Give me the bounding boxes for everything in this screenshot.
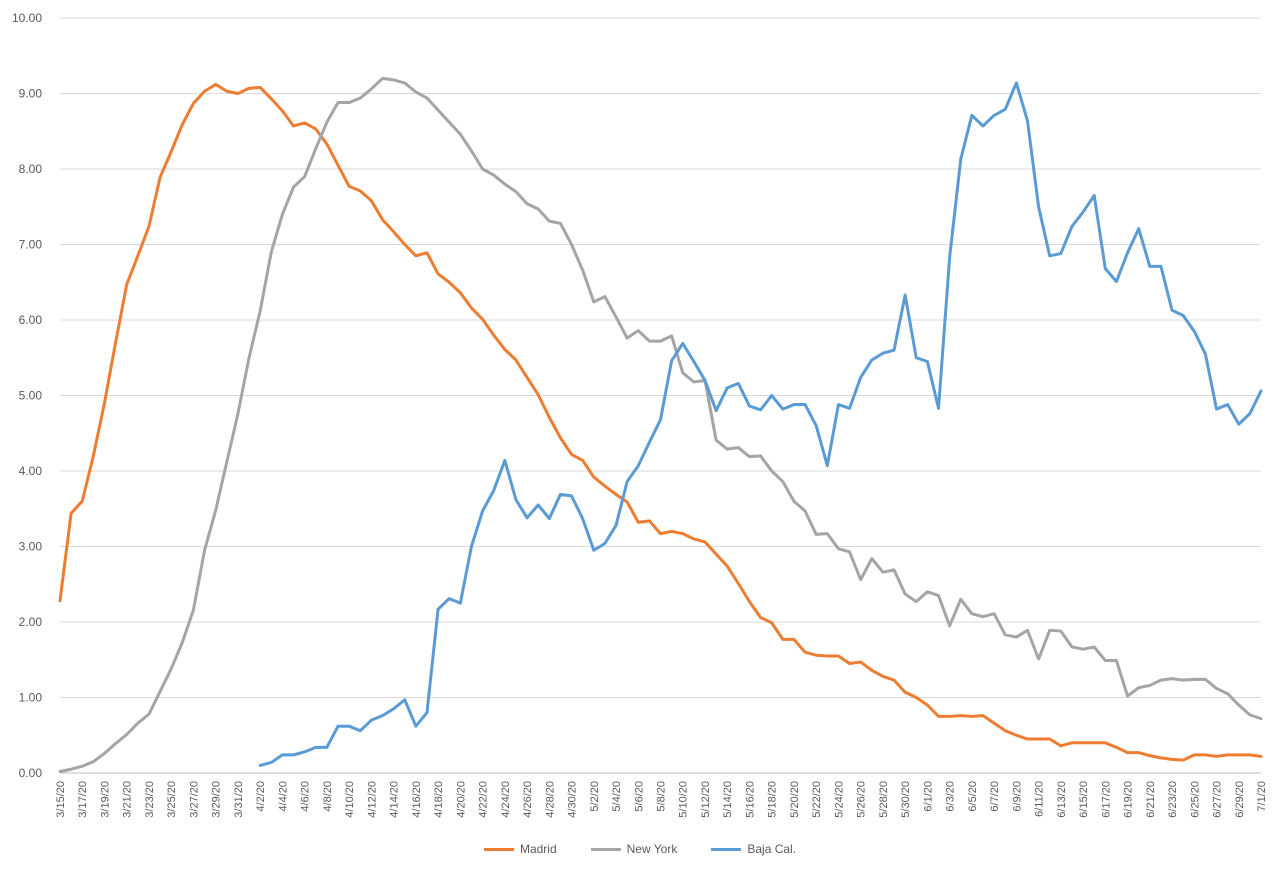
x-tick-label: 5/14/20: [722, 781, 734, 818]
x-tick-label: 3/19/20: [99, 781, 111, 818]
x-tick-label: 4/30/20: [567, 781, 579, 818]
x-tick-label: 6/7/20: [989, 781, 1001, 812]
x-tick-label: 5/22/20: [811, 781, 823, 818]
x-tick-label: 4/18/20: [433, 781, 445, 818]
legend-swatch: [483, 847, 514, 851]
x-tick-label: 6/5/20: [967, 781, 979, 812]
x-tick-label: 6/1/20: [922, 781, 934, 812]
x-tick-label: 4/28/20: [544, 781, 556, 818]
legend-swatch: [590, 847, 621, 851]
x-tick-label: 4/2/20: [255, 781, 267, 812]
x-tick-label: 4/16/20: [411, 781, 423, 818]
x-tick-label: 6/27/20: [1212, 781, 1224, 818]
legend-swatch: [711, 847, 742, 851]
x-tick-label: 3/15/20: [55, 781, 67, 818]
x-tick-label: 4/26/20: [522, 781, 534, 818]
x-axis-tick-labels: 3/15/20 3/17/20 3/19/20 3/21/20 3/23/20 3/25/…: [55, 781, 1268, 818]
gridlines: [60, 17, 1261, 774]
y-tick-label: 10.00: [12, 11, 42, 25]
y-tick-label: 8.00: [19, 162, 43, 176]
x-tick-label: 4/4/20: [277, 781, 289, 812]
y-tick-label: 9.00: [19, 87, 43, 101]
series-line-baja-cal: [258, 81, 1263, 767]
x-tick-label: 3/21/20: [122, 781, 134, 818]
x-tick-label: 4/22/20: [478, 781, 490, 818]
x-tick-label: 5/6/20: [633, 781, 645, 812]
x-tick-label: 5/16/20: [744, 781, 756, 818]
y-tick-label: 1.00: [19, 691, 43, 705]
x-tick-label: 5/28/20: [878, 781, 890, 818]
x-tick-label: 6/23/20: [1167, 781, 1179, 818]
y-tick-label: 3.00: [19, 540, 43, 554]
y-tick-label: 0.00: [19, 766, 43, 780]
x-tick-label: 3/23/20: [144, 781, 156, 818]
x-tick-label: 5/30/20: [900, 781, 912, 818]
legend-label: Madrid: [519, 842, 557, 856]
x-tick-label: 7/1/20: [1256, 781, 1268, 812]
x-tick-label: 5/8/20: [656, 781, 668, 812]
x-tick-label: 4/20/20: [455, 781, 467, 818]
x-tick-label: 5/26/20: [856, 781, 868, 818]
legend-item: New York: [590, 842, 678, 856]
x-tick-label: 3/27/20: [188, 781, 200, 818]
legend-item: Baja Cal.: [711, 842, 796, 856]
series-line-new-york: [58, 76, 1263, 773]
x-tick-label: 3/31/20: [233, 781, 245, 818]
x-tick-label: 6/3/20: [945, 781, 957, 812]
x-tick-label: 5/2/20: [589, 781, 601, 812]
x-tick-label: 5/20/20: [789, 781, 801, 818]
x-tick-label: 3/29/20: [211, 781, 223, 818]
y-tick-label: 4.00: [19, 464, 43, 478]
x-tick-label: 6/9/20: [1011, 781, 1023, 812]
x-tick-label: 4/24/20: [500, 781, 512, 818]
y-tick-label: 6.00: [19, 313, 43, 327]
x-tick-label: 4/10/20: [344, 781, 356, 818]
legend-label: Baja Cal.: [747, 842, 797, 856]
x-tick-label: 4/6/20: [300, 781, 312, 812]
x-tick-label: 4/12/20: [366, 781, 378, 818]
x-tick-label: 4/14/20: [389, 781, 401, 818]
x-tick-label: 5/12/20: [700, 781, 712, 818]
series-line-madrid: [58, 82, 1263, 762]
x-tick-label: 5/10/20: [678, 781, 690, 818]
x-tick-label: 4/8/20: [322, 781, 334, 812]
chart-legend: Madrid New York Baja Cal.: [0, 842, 1280, 856]
x-tick-label: 6/25/20: [1189, 781, 1201, 818]
x-tick-label: 6/17/20: [1100, 781, 1112, 818]
y-tick-label: 5.00: [19, 389, 43, 403]
legend-label: New York: [626, 842, 678, 856]
x-tick-label: 6/21/20: [1145, 781, 1157, 818]
x-tick-label: 3/25/20: [166, 781, 178, 818]
x-tick-label: 6/11/20: [1034, 781, 1046, 817]
x-tick-label: 5/18/20: [767, 781, 779, 818]
x-tick-label: 5/24/20: [833, 781, 845, 818]
x-tick-label: 6/19/20: [1123, 781, 1135, 818]
series-lines: [58, 76, 1263, 773]
y-tick-label: 2.00: [19, 615, 43, 629]
x-tick-label: 5/4/20: [611, 781, 623, 812]
x-tick-label: 3/17/20: [77, 781, 89, 818]
x-tick-label: 6/29/20: [1234, 781, 1246, 818]
legend-item: Madrid: [483, 842, 557, 856]
x-tick-label: 6/13/20: [1056, 781, 1068, 818]
y-tick-label: 7.00: [19, 238, 43, 252]
y-axis-tick-labels: 0.00 1.00 2.00 3.00 4.00 5.00 6.00 7.00 8.00 9.00…: [12, 11, 42, 780]
x-tick-label: 6/15/20: [1078, 781, 1090, 818]
